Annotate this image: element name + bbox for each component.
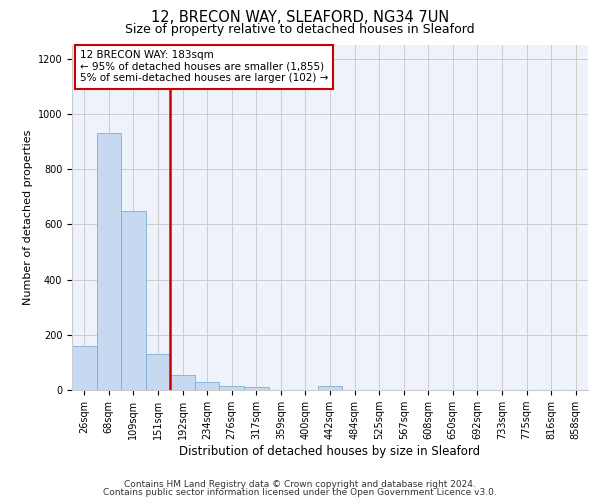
Bar [146, 354, 170, 390]
Bar [72, 346, 97, 390]
Bar [97, 134, 121, 390]
Bar [121, 210, 146, 390]
Y-axis label: Number of detached properties: Number of detached properties [23, 130, 34, 305]
X-axis label: Distribution of detached houses by size in Sleaford: Distribution of detached houses by size … [179, 445, 481, 458]
Bar [195, 382, 220, 390]
Bar [318, 386, 342, 390]
Bar [244, 387, 269, 390]
Text: Size of property relative to detached houses in Sleaford: Size of property relative to detached ho… [125, 22, 475, 36]
Bar [170, 375, 195, 390]
Text: 12 BRECON WAY: 183sqm
← 95% of detached houses are smaller (1,855)
5% of semi-de: 12 BRECON WAY: 183sqm ← 95% of detached … [80, 50, 328, 84]
Text: 12, BRECON WAY, SLEAFORD, NG34 7UN: 12, BRECON WAY, SLEAFORD, NG34 7UN [151, 10, 449, 25]
Text: Contains HM Land Registry data © Crown copyright and database right 2024.: Contains HM Land Registry data © Crown c… [124, 480, 476, 489]
Bar [220, 386, 244, 390]
Text: Contains public sector information licensed under the Open Government Licence v3: Contains public sector information licen… [103, 488, 497, 497]
